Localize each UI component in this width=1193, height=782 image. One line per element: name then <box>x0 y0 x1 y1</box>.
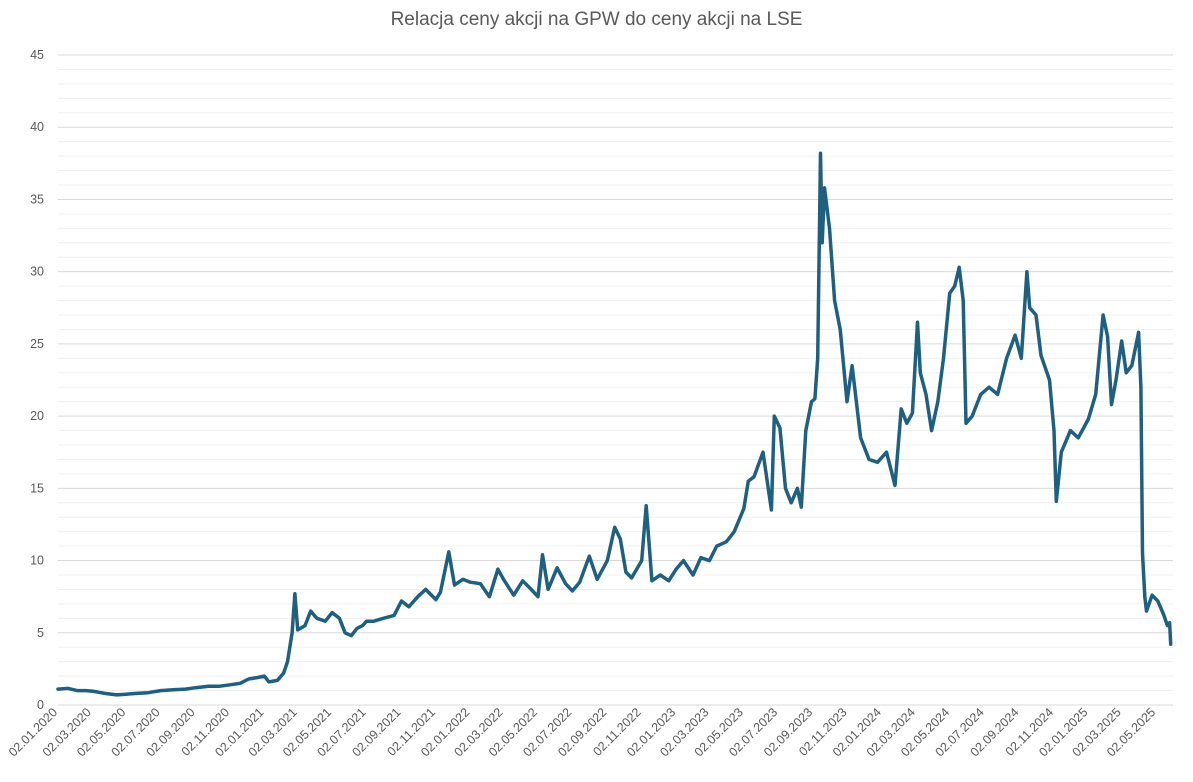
y-tick-label: 40 <box>30 120 44 134</box>
y-tick-label: 20 <box>30 409 44 423</box>
y-tick-label: 35 <box>30 192 44 206</box>
y-tick-label: 5 <box>37 626 44 640</box>
series-line <box>56 151 1173 697</box>
y-axis-tick-labels: 0 5 10 15 20 25 30 35 40 45 <box>30 48 44 712</box>
y-tick-label: 45 <box>30 48 44 62</box>
chart-title: Relacja ceny akcji na GPW do ceny akcji … <box>390 9 803 30</box>
y-tick-label: 15 <box>30 481 44 495</box>
x-axis-tick-labels: 02.01.202002.03.202002.05.202002.07.2020… <box>6 705 1158 759</box>
y-tick-label: 30 <box>30 265 44 279</box>
series-layer <box>56 151 1173 697</box>
gridlines <box>58 54 1173 706</box>
y-tick-label: 10 <box>30 554 44 568</box>
y-tick-label: 25 <box>30 337 44 351</box>
y-tick-label: 0 <box>37 698 44 712</box>
